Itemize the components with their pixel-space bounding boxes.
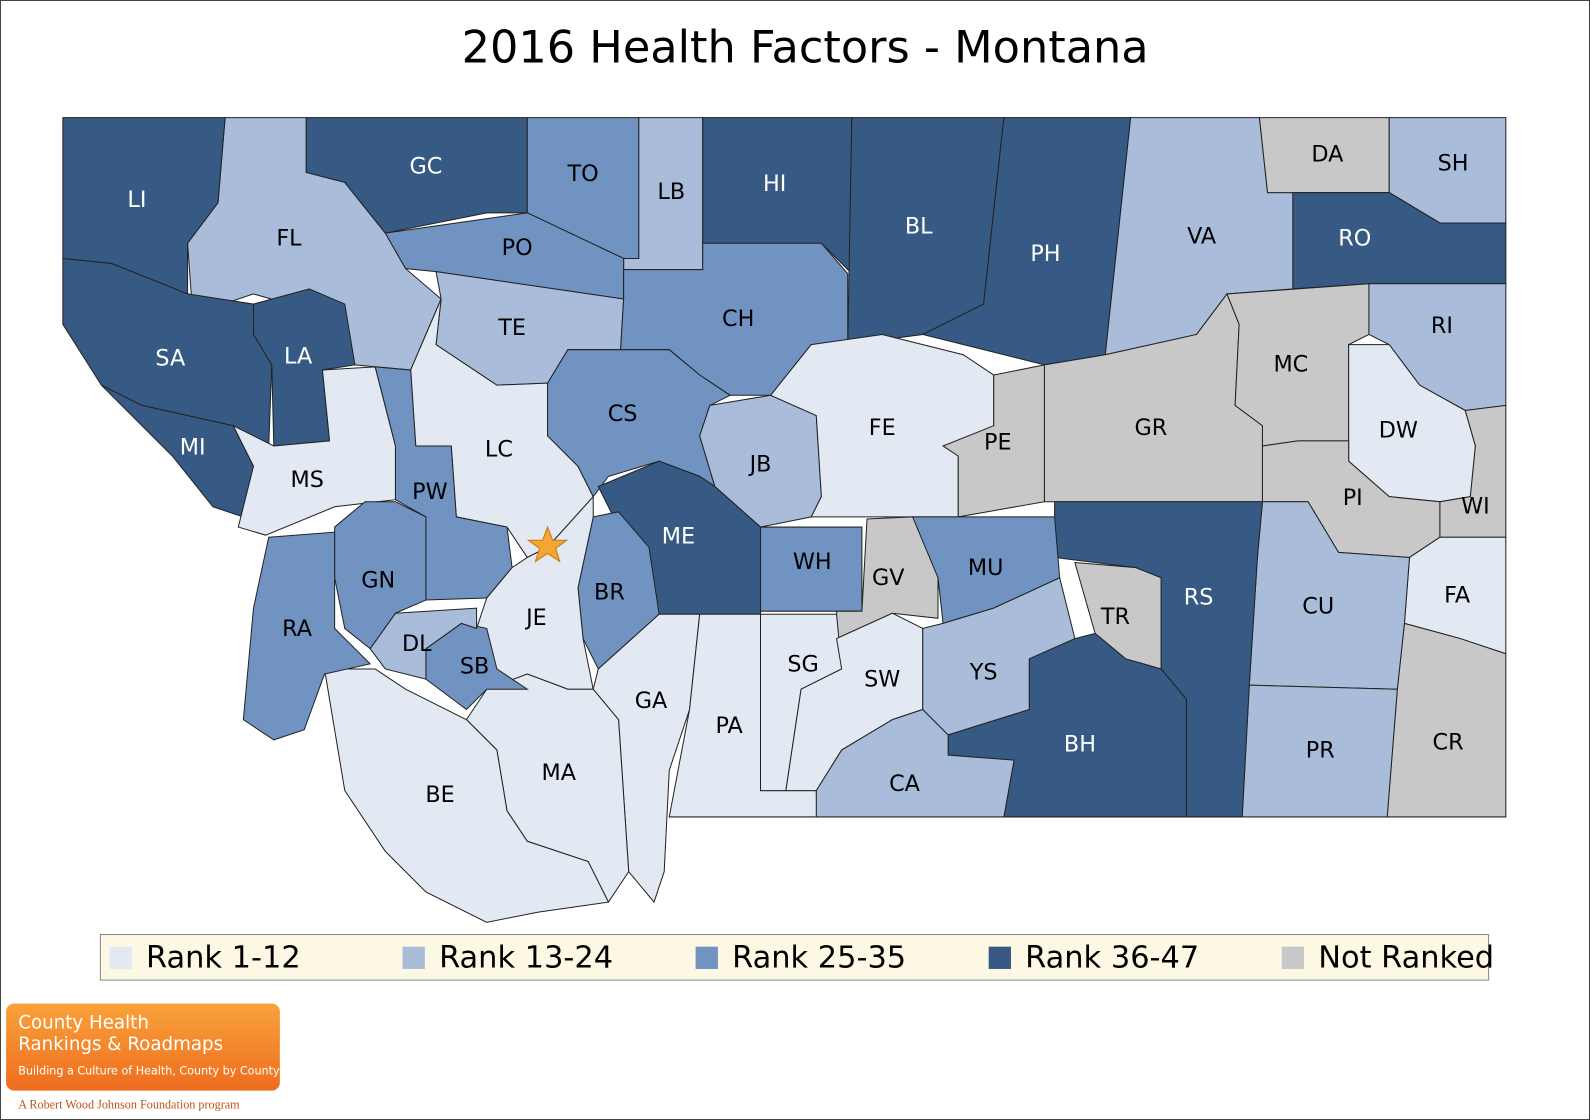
county-label: RS — [1184, 585, 1214, 611]
legend-label: Rank 25-35 — [732, 940, 906, 975]
legend — [99, 934, 1490, 981]
county — [815, 708, 1015, 818]
county-label: MA — [541, 760, 576, 786]
county-label: ME — [662, 524, 695, 550]
county-label: SH — [1438, 151, 1469, 177]
county — [1439, 404, 1507, 538]
county — [62, 257, 273, 447]
county-label: MC — [1273, 351, 1308, 377]
county-label: GA — [635, 688, 668, 714]
logo-footer: A Robert Wood Johnson Foundation program — [18, 1098, 240, 1112]
county-label: RI — [1431, 313, 1453, 339]
logo-badge — [6, 1003, 280, 1091]
county-label: JB — [748, 452, 772, 478]
county-label: BE — [425, 782, 454, 808]
county-label: PW — [412, 479, 448, 505]
county-label: WI — [1461, 493, 1490, 519]
county-label: GR — [1135, 415, 1168, 441]
county-label: RA — [282, 616, 313, 642]
county-label: SG — [787, 651, 818, 677]
county — [242, 531, 372, 741]
legend-label: Rank 13-24 — [439, 940, 613, 975]
legend-label: Rank 36-47 — [1025, 940, 1199, 975]
legend-swatch — [1281, 946, 1305, 969]
county-label: TO — [566, 161, 598, 187]
county-label: CU — [1302, 594, 1334, 620]
county-label: CA — [889, 771, 921, 797]
county-label: VA — [1187, 224, 1217, 250]
county — [334, 501, 427, 650]
county-label: FE — [869, 415, 896, 441]
logo-line: County Health — [18, 1013, 149, 1034]
legend-items: Rank 1-12 Rank 13-24 Rank 25-35 Rank 36-47 N… — [109, 940, 1494, 975]
legend-swatch — [695, 946, 718, 969]
county-label: MI — [180, 435, 206, 461]
county-label: PR — [1306, 738, 1335, 764]
county-label: PI — [1343, 485, 1363, 511]
county-label: PH — [1030, 241, 1060, 267]
title: 2016 Health Factors - Montana — [462, 22, 1149, 74]
logo-line: Rankings & Roadmaps — [18, 1034, 223, 1055]
county-label: CR — [1433, 729, 1464, 755]
county-label: RO — [1338, 226, 1371, 252]
legend-swatch — [988, 946, 1011, 969]
county-label: GV — [872, 565, 905, 591]
legend-label: Not Ranked — [1318, 940, 1494, 975]
county-label: PE — [984, 429, 1012, 455]
county-label: PA — [715, 713, 743, 739]
county-label: TE — [497, 315, 526, 341]
county-label: BH — [1064, 731, 1096, 757]
county-label: SW — [864, 667, 900, 693]
county-label: MU — [968, 555, 1004, 581]
county-label: CH — [722, 306, 754, 332]
county-label: WH — [793, 549, 832, 575]
logo-tagline: Building a Culture of Health, County by … — [18, 1064, 280, 1077]
county-label: LI — [127, 187, 146, 213]
legend-swatch — [402, 946, 425, 969]
county-label: HI — [763, 171, 786, 197]
county-label: DW — [1379, 417, 1418, 443]
county-label: LB — [657, 179, 685, 205]
county-label: SB — [460, 653, 489, 679]
county-label: BL — [905, 214, 933, 240]
county-label: FL — [276, 226, 302, 252]
capital-star — [526, 525, 569, 563]
county-label: MS — [291, 467, 324, 493]
county-label: DL — [402, 631, 432, 657]
county-label: YS — [969, 660, 998, 686]
county-label: GC — [409, 154, 442, 180]
legend-swatch — [109, 946, 132, 969]
county — [702, 117, 853, 275]
county-label: GN — [361, 567, 395, 593]
county — [1386, 622, 1507, 818]
legend-label: Rank 1-12 — [146, 940, 301, 975]
county-label: TR — [1100, 604, 1130, 630]
county-label: CS — [608, 401, 638, 427]
county-label: BR — [594, 579, 625, 605]
county-layer: FL LI GC TO LB HI BL PH VA DA SH RO PO TE CH SA LA MI MS LC… — [62, 117, 1507, 923]
county — [922, 577, 1076, 736]
county-label: SA — [155, 345, 186, 371]
county-label: DA — [1311, 142, 1344, 168]
county-label: PO — [502, 235, 533, 261]
county-label: JE — [524, 605, 547, 631]
county-label: LA — [284, 343, 313, 369]
county-label: FA — [1444, 582, 1471, 608]
county — [369, 607, 478, 680]
county-label: LC — [485, 437, 513, 463]
county — [323, 668, 610, 923]
